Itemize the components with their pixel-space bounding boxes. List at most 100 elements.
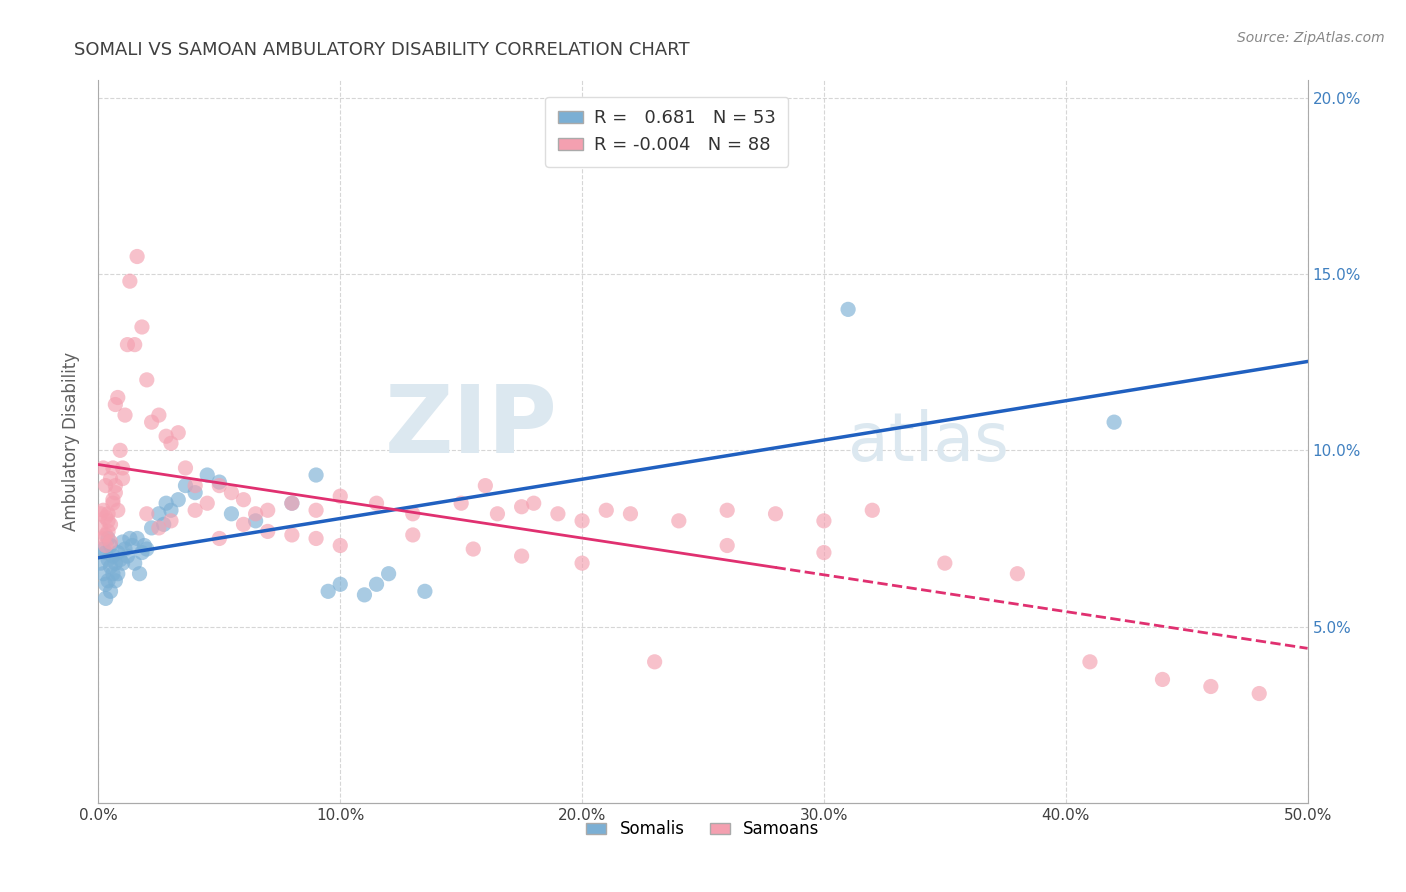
Point bbox=[131, 545, 153, 559]
Point bbox=[148, 408, 170, 422]
Y-axis label: Ambulatory Disability: Ambulatory Disability bbox=[62, 352, 80, 531]
Point bbox=[141, 521, 163, 535]
Point bbox=[329, 577, 352, 591]
Point bbox=[111, 471, 134, 485]
Point bbox=[118, 532, 141, 546]
Point bbox=[329, 539, 352, 553]
Point bbox=[100, 535, 122, 549]
Point bbox=[101, 566, 124, 581]
Point bbox=[1152, 673, 1174, 687]
Point bbox=[104, 574, 127, 588]
Point bbox=[94, 577, 117, 591]
Point bbox=[117, 337, 139, 351]
Point bbox=[107, 391, 129, 405]
Legend: Somalis, Samoans: Somalis, Samoans bbox=[579, 814, 827, 845]
Point bbox=[148, 507, 170, 521]
Point bbox=[571, 556, 593, 570]
Point bbox=[91, 532, 114, 546]
Point bbox=[155, 496, 177, 510]
Point bbox=[523, 496, 546, 510]
Point bbox=[1007, 566, 1029, 581]
Point bbox=[94, 478, 117, 492]
Point bbox=[1078, 655, 1101, 669]
Point bbox=[716, 503, 738, 517]
Point bbox=[111, 535, 134, 549]
Point bbox=[108, 443, 131, 458]
Point bbox=[135, 373, 157, 387]
Point bbox=[104, 556, 127, 570]
Point bbox=[1249, 687, 1271, 701]
Point bbox=[97, 514, 120, 528]
Point bbox=[716, 539, 738, 553]
Point bbox=[155, 429, 177, 443]
Point bbox=[101, 549, 124, 563]
Point bbox=[152, 517, 174, 532]
Point bbox=[135, 542, 157, 557]
Point bbox=[94, 591, 117, 606]
Point bbox=[107, 566, 129, 581]
Point bbox=[121, 539, 143, 553]
Point bbox=[91, 566, 114, 581]
Point bbox=[127, 250, 149, 264]
Point bbox=[366, 496, 388, 510]
Point bbox=[90, 521, 112, 535]
Point bbox=[1199, 680, 1222, 694]
Point bbox=[131, 320, 153, 334]
Point bbox=[245, 507, 267, 521]
Point bbox=[97, 524, 120, 539]
Point bbox=[547, 507, 569, 521]
Point bbox=[91, 542, 114, 557]
Point bbox=[90, 507, 112, 521]
Point bbox=[128, 566, 150, 581]
Point bbox=[813, 545, 835, 559]
Point bbox=[208, 475, 231, 489]
Point bbox=[281, 496, 304, 510]
Point bbox=[100, 471, 122, 485]
Point bbox=[91, 461, 114, 475]
Point bbox=[813, 514, 835, 528]
Point bbox=[101, 461, 124, 475]
Point bbox=[114, 542, 136, 557]
Point bbox=[100, 584, 122, 599]
Point bbox=[117, 549, 139, 563]
Text: Source: ZipAtlas.com: Source: ZipAtlas.com bbox=[1237, 31, 1385, 45]
Point bbox=[221, 485, 243, 500]
Point bbox=[486, 507, 509, 521]
Point bbox=[101, 492, 124, 507]
Point bbox=[111, 556, 134, 570]
Point bbox=[141, 415, 163, 429]
Point bbox=[114, 408, 136, 422]
Point bbox=[107, 503, 129, 517]
Point bbox=[108, 552, 131, 566]
Point bbox=[353, 588, 375, 602]
Point bbox=[94, 539, 117, 553]
Point bbox=[305, 468, 328, 483]
Point bbox=[245, 514, 267, 528]
Point bbox=[402, 528, 425, 542]
Point bbox=[94, 510, 117, 524]
Point bbox=[837, 302, 859, 317]
Point bbox=[366, 577, 388, 591]
Point bbox=[232, 492, 254, 507]
Point bbox=[97, 532, 120, 546]
Point bbox=[402, 507, 425, 521]
Point bbox=[765, 507, 787, 521]
Point bbox=[90, 556, 112, 570]
Point bbox=[104, 485, 127, 500]
Point bbox=[101, 496, 124, 510]
Point bbox=[174, 478, 197, 492]
Point bbox=[104, 398, 127, 412]
Point bbox=[281, 496, 304, 510]
Point bbox=[167, 425, 190, 440]
Text: SOMALI VS SAMOAN AMBULATORY DISABILITY CORRELATION CHART: SOMALI VS SAMOAN AMBULATORY DISABILITY C… bbox=[75, 41, 690, 59]
Point bbox=[474, 478, 496, 492]
Point bbox=[160, 503, 183, 517]
Point bbox=[127, 532, 149, 546]
Point bbox=[134, 539, 156, 553]
Point bbox=[160, 436, 183, 450]
Point bbox=[208, 478, 231, 492]
Point bbox=[463, 542, 485, 557]
Point bbox=[100, 539, 122, 553]
Point bbox=[184, 485, 207, 500]
Point bbox=[595, 503, 617, 517]
